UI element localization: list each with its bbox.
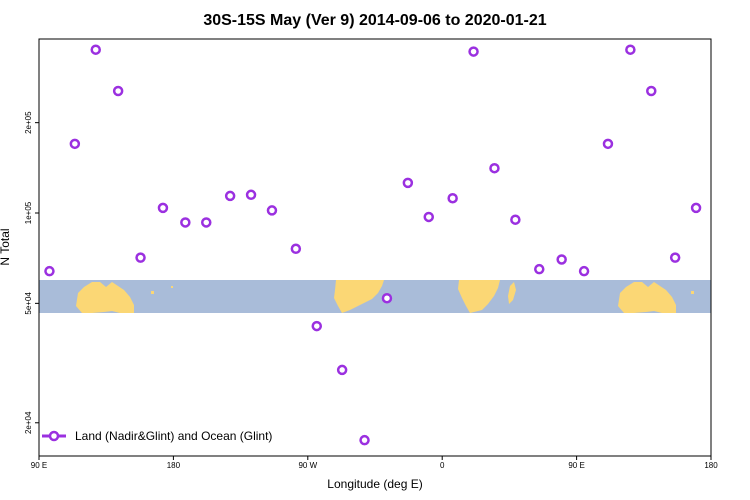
data-point bbox=[556, 254, 567, 265]
data-point bbox=[423, 211, 435, 223]
data-point bbox=[602, 138, 614, 150]
legend-entry: Land (Nadir&Glint) and Ocean (Glint) bbox=[75, 429, 272, 443]
x-tick-label: 90 E bbox=[568, 461, 584, 470]
data-point bbox=[510, 214, 521, 225]
data-point bbox=[290, 243, 302, 255]
data-point bbox=[224, 190, 236, 202]
landmass-australia-east bbox=[618, 282, 676, 313]
data-point bbox=[44, 265, 55, 277]
data-point bbox=[359, 434, 370, 446]
data-point bbox=[690, 202, 702, 214]
data-point bbox=[90, 44, 101, 55]
data-point bbox=[489, 162, 500, 174]
x-tick-label: 180 bbox=[167, 461, 181, 470]
data-point bbox=[381, 292, 393, 304]
data-point bbox=[534, 263, 545, 275]
data-point bbox=[112, 85, 124, 97]
data-point bbox=[578, 265, 590, 277]
data-point bbox=[468, 46, 479, 57]
data-point bbox=[646, 85, 657, 97]
plot-frame bbox=[38, 38, 712, 457]
island bbox=[151, 291, 154, 294]
data-point bbox=[135, 252, 146, 263]
y-tick-label: 1e+05 bbox=[24, 201, 33, 224]
island bbox=[691, 291, 694, 294]
x-axis: 90 E 180 90 W 0 90 E 180 bbox=[31, 456, 718, 470]
landmass-madagascar bbox=[508, 282, 516, 304]
legend: Land (Nadir&Glint) and Ocean (Glint) bbox=[42, 429, 272, 443]
data-point bbox=[266, 205, 278, 216]
y-axis-label: N Total bbox=[0, 228, 12, 265]
x-axis-label: Longitude (deg E) bbox=[327, 477, 422, 491]
x-tick-label: 90 W bbox=[298, 461, 317, 470]
x-tick-label: 90 E bbox=[31, 461, 47, 470]
y-tick-label: 2e+04 bbox=[24, 411, 33, 434]
chart-title: 30S-15S May (Ver 9) 2014-09-06 to 2020-0… bbox=[203, 12, 546, 29]
data-point bbox=[625, 44, 636, 55]
data-point bbox=[201, 217, 212, 228]
island bbox=[171, 286, 173, 288]
x-tick-label: 0 bbox=[440, 461, 445, 470]
data-point bbox=[157, 202, 169, 214]
data-point bbox=[311, 320, 323, 332]
landmass-australia-west bbox=[76, 282, 134, 313]
data-point bbox=[402, 177, 414, 189]
y-axis: 2e+04 5e+04 1e+05 2e+05 bbox=[24, 111, 39, 434]
map-strip bbox=[39, 280, 711, 313]
y-tick-label: 2e+05 bbox=[24, 111, 33, 134]
landmass-africa bbox=[458, 280, 500, 313]
x-tick-label: 180 bbox=[704, 461, 718, 470]
y-tick-label: 5e+04 bbox=[24, 292, 33, 315]
data-series bbox=[44, 44, 702, 446]
data-point bbox=[336, 364, 348, 376]
data-point bbox=[447, 192, 458, 204]
data-point bbox=[669, 252, 681, 263]
data-point bbox=[180, 217, 191, 228]
data-point bbox=[69, 138, 81, 150]
legend-marker bbox=[48, 430, 60, 442]
data-point bbox=[245, 189, 257, 201]
landmass-south-america bbox=[334, 280, 384, 313]
